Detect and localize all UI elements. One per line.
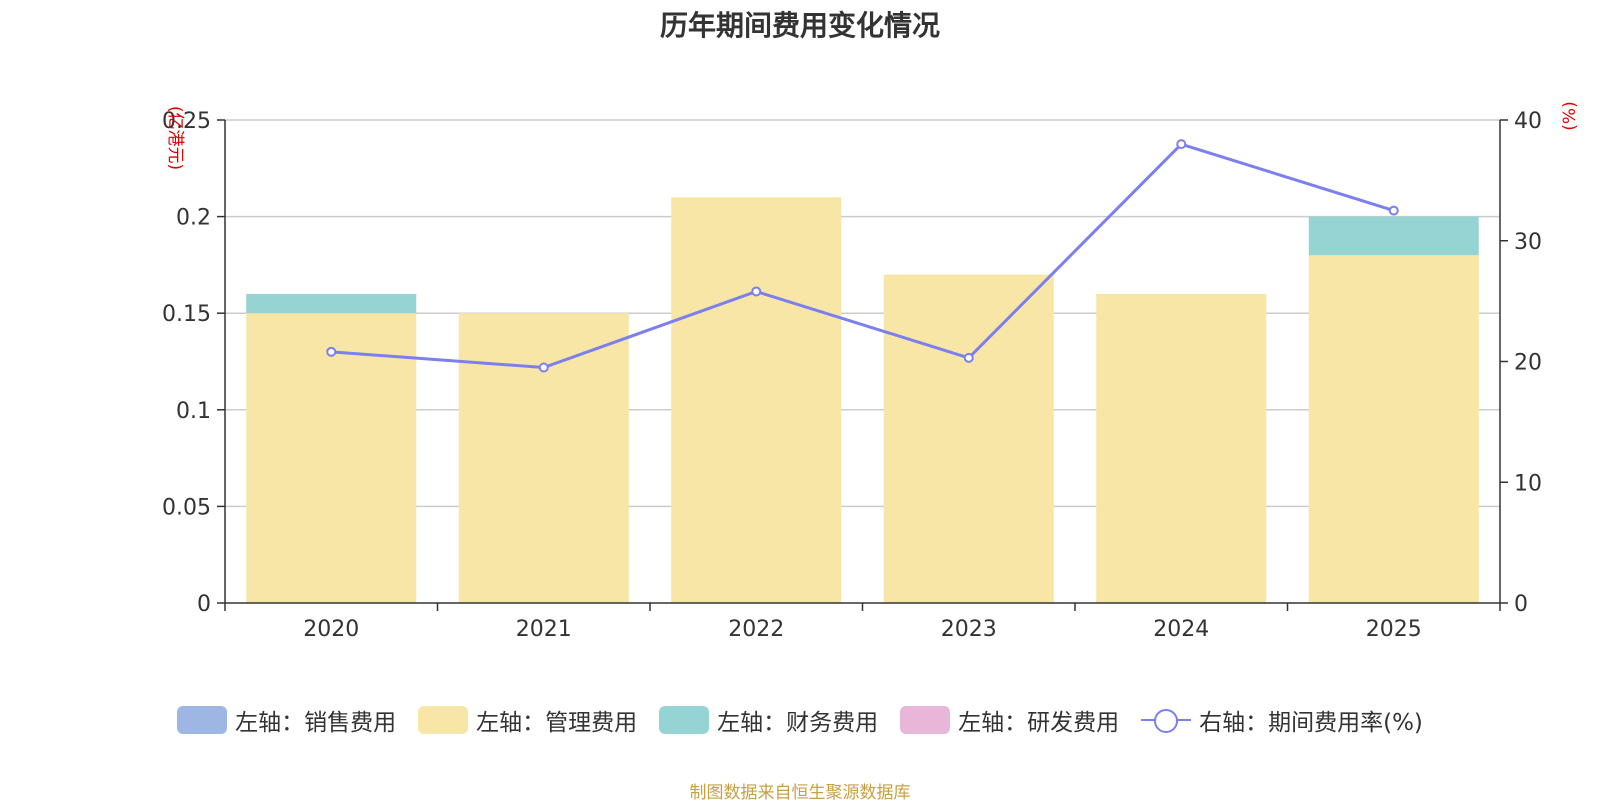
x-tick-label: 2021	[516, 617, 572, 642]
legend-item[interactable]: 右轴：期间费用率(%)	[1141, 703, 1423, 737]
bar-2022	[671, 197, 842, 603]
legend-swatch	[177, 706, 228, 734]
chart-title: 历年期间费用变化情况	[659, 9, 940, 42]
rate-point-2025	[1388, 205, 1399, 216]
bar-2023	[883, 274, 1054, 603]
legend-item[interactable]: 左轴：研发费用	[900, 703, 1119, 737]
left-tick-label: 0.1	[176, 399, 211, 424]
rate-point-2022	[751, 286, 762, 297]
right-tick-label: 0	[1514, 592, 1528, 617]
axes	[217, 119, 1508, 611]
legend-swatch	[900, 706, 951, 734]
bars	[246, 197, 1479, 604]
legend-item[interactable]: 左轴：销售费用	[177, 703, 396, 737]
legend: 左轴：销售费用 左轴：管理费用 左轴：财务费用 左轴：研发费用 右轴：期间费用率(%)	[0, 702, 1600, 738]
legend-swatch	[418, 706, 469, 734]
x-tick-label: 2023	[941, 617, 997, 642]
legend-label: 左轴：销售费用	[235, 710, 397, 736]
right-axis-unit: (%)	[1560, 101, 1580, 130]
left-tick-label: 0	[197, 592, 211, 617]
left-tick-label: 0.2	[176, 206, 211, 231]
left-axis-unit: (亿港元)	[165, 106, 185, 170]
rate-point-2024	[1176, 139, 1187, 150]
rate-point-2021	[538, 362, 549, 373]
x-tick-label: 2024	[1153, 617, 1209, 642]
bar-2024	[1096, 293, 1267, 603]
legend-item[interactable]: 左轴：财务费用	[659, 703, 878, 737]
x-tick-label: 2025	[1366, 617, 1422, 642]
bar-2020	[246, 293, 417, 314]
legend-label: 左轴：财务费用	[717, 710, 879, 736]
rate-point-2023	[963, 352, 974, 363]
bar-2025	[1308, 216, 1479, 256]
legend-label: 左轴：管理费用	[476, 710, 638, 736]
rate-point-2020	[326, 346, 337, 357]
x-tick-label: 2022	[728, 617, 784, 642]
legend-item[interactable]: 左轴：管理费用	[418, 703, 637, 737]
right-tick-label: 40	[1514, 109, 1542, 134]
bar-2020	[246, 313, 417, 603]
bar-2025	[1308, 255, 1479, 604]
axis-labels: 0 0.05 0.1 0.15 0.2 0.25 0 10 20 30 40 2020 2021 2022…	[162, 101, 1580, 642]
legend-label: 左轴：研发费用	[958, 710, 1120, 736]
right-tick-label: 30	[1514, 230, 1542, 255]
bar-2021	[458, 313, 629, 603]
legend-swatch	[1141, 706, 1192, 734]
right-tick-label: 10	[1514, 471, 1542, 496]
left-tick-label: 0.15	[162, 302, 211, 327]
gridlines	[225, 119, 1500, 508]
x-tick-label: 2020	[303, 617, 359, 642]
legend-label: 右轴：期间费用率(%)	[1199, 710, 1423, 736]
rate-line	[326, 139, 1399, 373]
rate-line-path	[331, 142, 1395, 370]
left-tick-label: 0.25	[162, 109, 211, 134]
legend-swatch	[659, 706, 710, 734]
right-tick-label: 20	[1514, 351, 1542, 376]
left-tick-label: 0.05	[162, 495, 211, 520]
source-note: 制图数据来自恒生聚源数据库	[689, 783, 911, 803]
